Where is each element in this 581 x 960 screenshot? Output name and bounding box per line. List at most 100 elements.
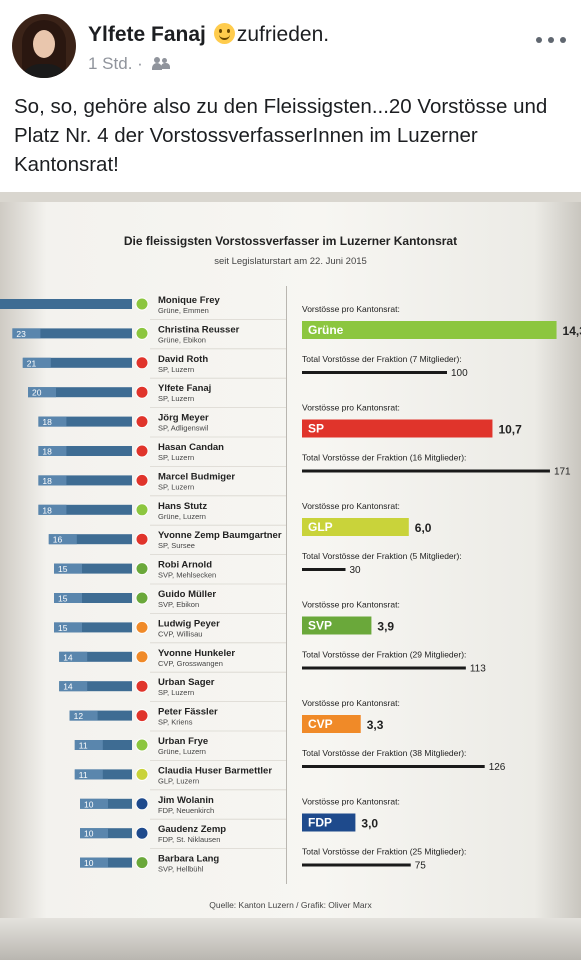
- chart-title: Die fleissigsten Vorstossverfasser im Lu…: [123, 234, 458, 248]
- member-bar-cap: [74, 769, 103, 780]
- per-member-label: Vorstösse pro Kantonsrat:: [302, 403, 400, 413]
- post-meta: 1 Std. ·: [88, 54, 170, 74]
- member-bar-cap: [48, 534, 77, 545]
- member-bar-cap: [74, 740, 103, 750]
- member-name: Urban Frye: [158, 736, 208, 747]
- author-line: Ylfete Fanaj zufrieden.: [88, 22, 329, 48]
- more-options-icon[interactable]: [535, 30, 567, 50]
- member-detail: CVP, Willisau: [158, 629, 202, 638]
- member-bar: [48, 534, 132, 545]
- post-header: Ylfete Fanaj zufrieden. 1 Std. ·: [0, 0, 581, 90]
- faction-total-value: 126: [489, 762, 506, 773]
- member-value: 23: [16, 329, 26, 339]
- per-member-label: Vorstösse pro Kantonsrat:: [302, 797, 400, 807]
- member-bar-cap: [69, 710, 98, 721]
- member-bar: [38, 416, 132, 427]
- faction-total-value: 75: [415, 861, 427, 872]
- party-dot: [135, 503, 149, 517]
- faction-total-label: Total Vorstösse der Fraktion (16 Mitglie…: [302, 453, 466, 463]
- faction-per-member-value: 3,0: [361, 817, 378, 831]
- faction-bar: [302, 715, 361, 733]
- photo-edge: [0, 918, 581, 960]
- party-dot: [135, 415, 149, 429]
- post-text: So, so, gehöre also zu den Fleissigsten.…: [14, 95, 548, 176]
- meta-separator: ·: [137, 54, 143, 73]
- member-detail: Grüne, Ebikon: [158, 335, 206, 344]
- member-detail: FDP, Neuenkirch: [158, 806, 214, 815]
- faction-total-value: 30: [350, 565, 362, 576]
- smiley-icon: [213, 23, 235, 44]
- member-bar-cap: [80, 828, 108, 839]
- member-detail: SP, Luzern: [158, 394, 194, 403]
- member-bar: [0, 299, 132, 309]
- member-name: Guido Müller: [158, 589, 216, 600]
- member-bar-cap: [38, 504, 67, 515]
- member-value: 15: [58, 623, 68, 633]
- faction-total-value: 100: [451, 368, 468, 379]
- member-detail: FDP, St. Niklausen: [158, 835, 220, 844]
- faction-total-bar: [302, 469, 550, 473]
- chart-source: Quelle: Kanton Luzern / Grafik: Oliver M…: [209, 900, 372, 910]
- member-detail: SP, Luzern: [158, 365, 194, 374]
- member-detail: Grüne, Luzern: [158, 747, 206, 756]
- member-detail: Grüne, Emmen: [158, 306, 209, 315]
- faction-bar: [302, 321, 557, 339]
- chart-divider: [286, 286, 287, 884]
- party-dot: [135, 532, 149, 546]
- member-name: Urban Sager: [158, 677, 215, 688]
- member-bar-cap: [80, 857, 108, 868]
- party-dot: [135, 562, 149, 576]
- faction-name: GLP: [308, 520, 333, 534]
- member-detail: GLP, Luzern: [158, 776, 199, 785]
- member-bar-cap: [54, 563, 82, 574]
- member-bar-cap: [28, 387, 56, 398]
- party-dot: [135, 738, 149, 752]
- faction-name: SVP: [308, 619, 332, 633]
- faction-per-member-value: 6,0: [415, 521, 432, 535]
- member-value: 11: [79, 770, 88, 780]
- member-name: Christina Reusser: [158, 324, 240, 335]
- member-bar: [54, 593, 132, 603]
- member-name: Barbara Lang: [158, 854, 219, 865]
- member-value: 18: [42, 476, 52, 486]
- author-name[interactable]: Ylfete Fanaj: [88, 23, 206, 46]
- member-bar: [12, 328, 132, 339]
- member-value: 12: [74, 711, 84, 721]
- member-name: Gaudenz Zemp: [158, 824, 226, 835]
- post-time[interactable]: 1 Std.: [88, 54, 133, 73]
- feeling-text: zufrieden.: [236, 23, 330, 46]
- member-name: Marcel Budmiger: [158, 471, 235, 482]
- faction-total-label: Total Vorstösse der Fraktion (7 Mitglied…: [302, 354, 462, 364]
- member-name: Peter Fässler: [158, 707, 218, 718]
- member-value: 16: [53, 535, 63, 545]
- member-bar-cap: [54, 622, 82, 633]
- member-value: 11: [79, 741, 88, 751]
- faction-bar: [302, 419, 493, 438]
- member-name: Hasan Candan: [158, 442, 224, 453]
- faction-bar: [302, 616, 372, 635]
- chart-subtitle: seit Legislaturstart am 22. Juni 2015: [214, 256, 367, 267]
- member-name: Ludwig Peyer: [158, 618, 220, 629]
- party-dot: [135, 650, 149, 664]
- faction-per-member-value: 3,9: [377, 620, 394, 634]
- party-dot: [135, 709, 149, 723]
- friends-icon[interactable]: [151, 57, 170, 70]
- faction-per-member-value: 14,3: [563, 324, 581, 338]
- member-name: Jim Wolanin: [158, 795, 214, 806]
- author-avatar[interactable]: [12, 14, 76, 78]
- member-bar-cap: [59, 681, 88, 692]
- member-value: 10: [84, 858, 94, 868]
- party-dot: [135, 767, 149, 781]
- faction-total-bar: [302, 371, 447, 374]
- member-bar: [69, 710, 132, 721]
- member-detail: SVP, Mehlsecken: [158, 571, 216, 580]
- faction-total-value: 171: [554, 467, 571, 478]
- per-member-label: Vorstösse pro Kantonsrat:: [302, 304, 400, 314]
- member-name: Monique Frey: [158, 295, 220, 306]
- member-bar-cap: [12, 328, 41, 339]
- party-dot: [135, 591, 149, 605]
- member-detail: SVP, Hellbühl: [158, 865, 204, 874]
- party-dot: [135, 679, 149, 693]
- member-bar: [54, 563, 132, 574]
